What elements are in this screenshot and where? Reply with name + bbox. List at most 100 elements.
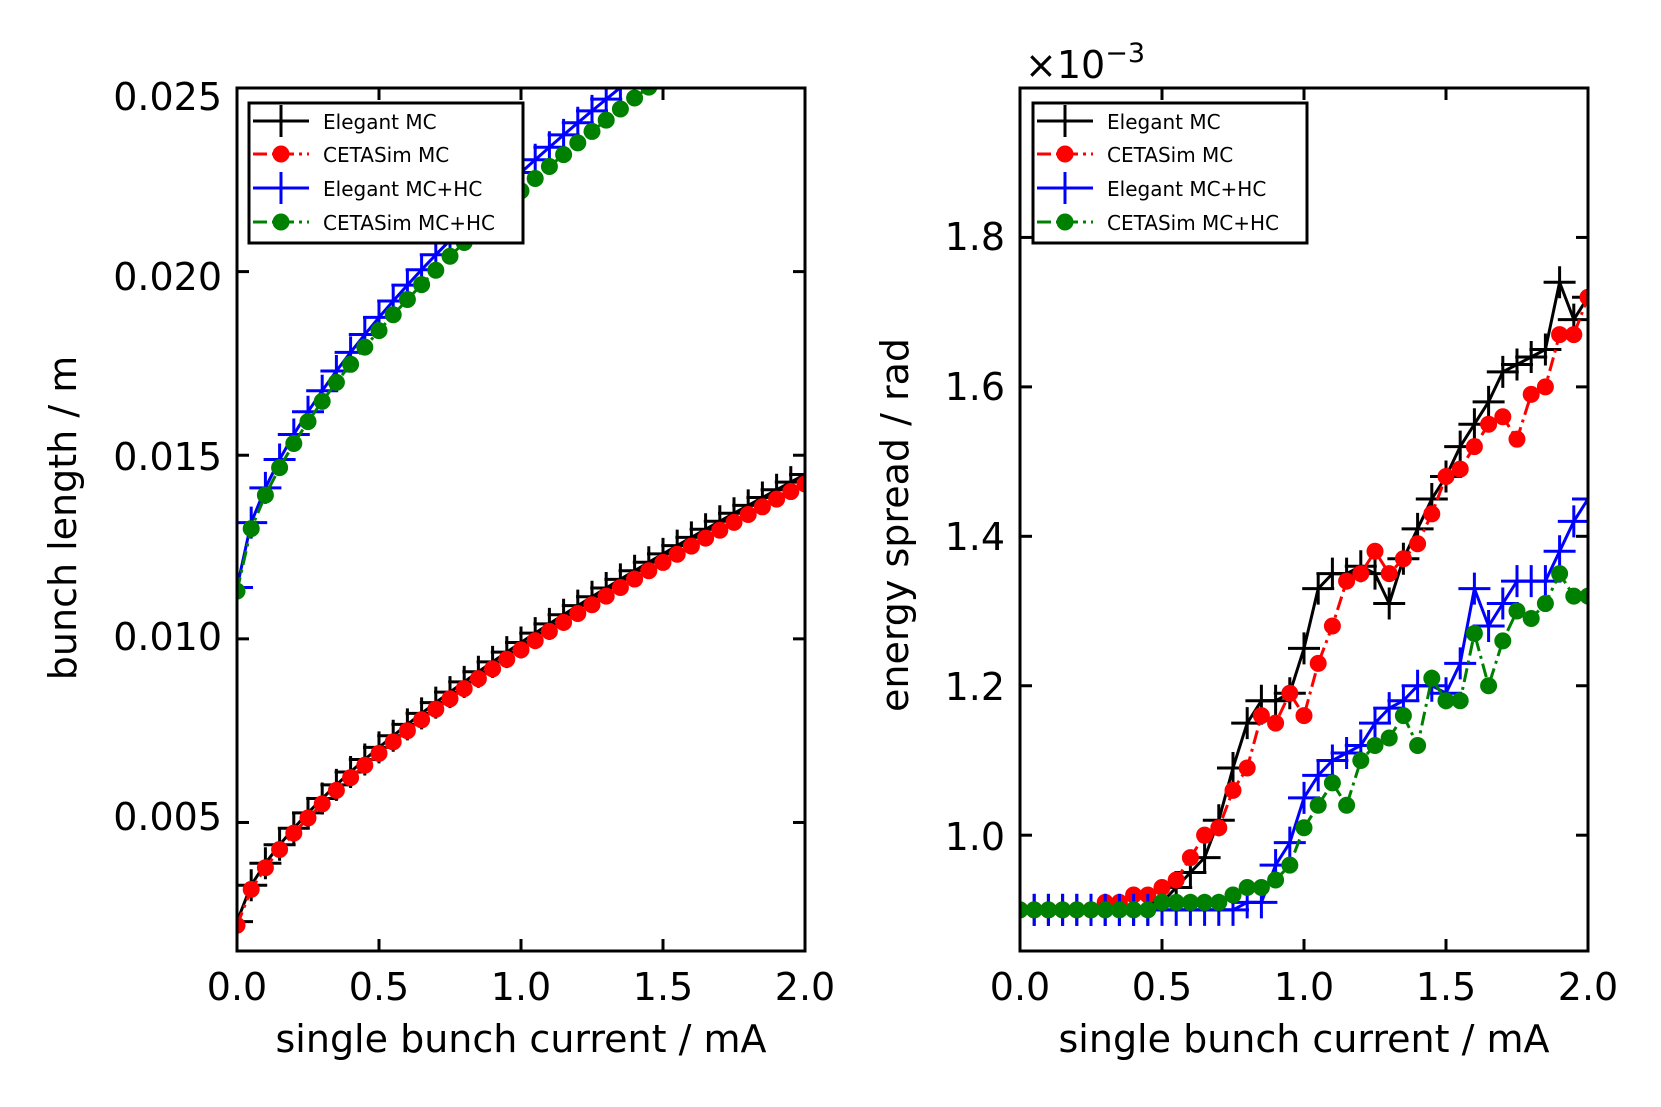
- left-chart-point-s1-0: [237, 916, 246, 934]
- left-chart-point-s2-30: [647, 38, 679, 70]
- right-chart-point-s2-25: [1359, 707, 1391, 740]
- right-chart-point-s3-31: [1451, 692, 1469, 710]
- left-chart-point-s3-28: [626, 89, 644, 107]
- left-chart-legend-keys: [253, 105, 309, 231]
- left-chart-x-tick-label-1: 0.5: [349, 965, 409, 1009]
- right-chart-point-s1-17: [1252, 707, 1270, 725]
- left-chart-point-s3-15: [441, 247, 459, 265]
- right-chart-point-s3-30: [1437, 692, 1455, 710]
- left-chart-point-s1-30: [654, 553, 672, 571]
- left-chart-point-s2-34: [704, 0, 736, 27]
- left-chart-point-s1-27: [611, 579, 629, 597]
- right-chart-point-s1-32: [1465, 438, 1483, 456]
- left-chart-point-s2-31: [661, 27, 693, 59]
- right-chart-point-s3-8: [1125, 901, 1143, 919]
- left-chart-point-s3-14: [427, 261, 445, 279]
- right-chart-ticks: [1018, 88, 1590, 951]
- right-chart-point-s3-7: [1110, 901, 1128, 919]
- right-chart-point-s3-27: [1394, 707, 1412, 725]
- right-chart-point-s3-4: [1068, 901, 1086, 919]
- left-chart-y-tick-label-2: 0.015: [113, 435, 222, 479]
- right-chart-point-s1-14: [1210, 819, 1228, 837]
- left-chart-point-s3-24: [569, 134, 587, 152]
- left-chart-point-s3-29: [640, 88, 658, 96]
- right-chart-series-line-3: [1020, 570, 1588, 912]
- right-chart-point-s0-34: [1486, 355, 1519, 388]
- right-chart-point-s1-12: [1181, 849, 1199, 867]
- right-chart-point-s3-5: [1082, 901, 1100, 919]
- right-chart-series-line-2: [1020, 498, 1588, 912]
- left-chart-point-s1-1: [242, 880, 260, 898]
- right-chart-point-s1-38: [1551, 326, 1569, 344]
- right-chart-point-s1-25: [1366, 542, 1384, 560]
- right-chart-point-s2-40: [1572, 482, 1588, 515]
- left-chart-point-s1-33: [697, 529, 715, 547]
- right-chart-point-s3-17: [1252, 878, 1270, 896]
- left-chart-point-s1-7: [327, 781, 345, 799]
- left-chart-point-s1-13: [413, 711, 431, 729]
- left-chart-series-clip: [237, 0, 805, 938]
- right-chart-point-s3-38: [1551, 565, 1569, 583]
- right-chart-point-s3-20: [1295, 819, 1313, 837]
- left-chart-point-s2-36: [732, 0, 764, 6]
- left-chart-point-s0-0: [237, 905, 253, 938]
- left-chart-series-layer: [237, 0, 805, 938]
- right-chart-point-s3-26: [1380, 729, 1398, 747]
- left-chart-legend-marker-2: [265, 172, 297, 204]
- left-chart-point-s3-26: [597, 111, 615, 129]
- right-chart-point-s3-9: [1139, 901, 1157, 919]
- left-chart-legend-label-1: CETASim MC: [323, 143, 449, 167]
- right-chart-point-s1-35: [1508, 430, 1526, 448]
- left-chart-y-tick-label-3: 0.020: [113, 255, 222, 299]
- right-chart-point-s0-21: [1302, 572, 1335, 605]
- left-chart-point-s3-33: [698, 37, 714, 53]
- left-chart-point-s3-2: [256, 486, 274, 504]
- right-chart-point-s3-12: [1181, 893, 1199, 911]
- left-chart-point-s3-31: [669, 58, 685, 74]
- left-chart-point-s3-12: [398, 290, 416, 308]
- left-chart-point-s1-10: [370, 744, 388, 762]
- right-chart-point-s1-16: [1238, 759, 1256, 777]
- left-chart-point-s3-37: [754, 0, 770, 13]
- left-chart-point-s3-5: [299, 413, 317, 431]
- right-chart-y-axis-label: energy spread / rad: [873, 338, 917, 712]
- right-chart-legend-marker-0: [1049, 105, 1081, 137]
- left-chart-point-s3-3: [271, 459, 289, 477]
- right-chart-point-s1-29: [1423, 505, 1441, 523]
- left-chart-point-s1-14: [427, 700, 445, 718]
- right-chart-point-s0-33: [1472, 385, 1505, 418]
- left-chart-point-s2-27: [604, 88, 637, 104]
- left-chart-y-axis-label: bunch length / m: [41, 356, 85, 680]
- right-chart-point-s1-22: [1323, 617, 1341, 635]
- left-chart-point-s3-0: [237, 582, 246, 600]
- left-chart-point-s3-13: [413, 276, 431, 294]
- left-chart-point-s1-12: [398, 722, 416, 740]
- left-chart-point-s1-16: [455, 680, 473, 698]
- right-chart-point-s3-25: [1366, 737, 1384, 755]
- left-chart-x-tick-label-4: 2.0: [775, 965, 835, 1009]
- left-chart-point-s1-32: [682, 537, 700, 555]
- right-chart-point-s3-39: [1565, 587, 1583, 605]
- left-chart-point-s3-1: [242, 520, 260, 538]
- left-chart-series-markers-2: [237, 0, 764, 604]
- right-chart-series-markers-2: [1020, 482, 1588, 926]
- right-chart-point-s1-28: [1409, 535, 1427, 553]
- left-chart-point-s1-37: [753, 498, 771, 516]
- right-chart-y-tick-label-0: 1.0: [945, 815, 1005, 859]
- left-chart-point-s1-18: [484, 660, 502, 678]
- left-chart-series-line-0: [237, 473, 805, 923]
- right-chart-point-s1-27: [1394, 550, 1412, 568]
- left-chart-point-s1-2: [256, 859, 274, 877]
- left-chart-point-s1-40: [796, 475, 805, 493]
- right-chart-y-exponent-power: −3: [1105, 38, 1145, 69]
- left-chart-x-tick-label-2: 1.0: [491, 965, 551, 1009]
- right-chart-point-s3-34: [1494, 632, 1512, 650]
- right-chart-point-s3-13: [1196, 893, 1214, 911]
- left-chart-legend-label-0: Elegant MC: [323, 110, 437, 134]
- right-chart-point-s1-19: [1281, 684, 1299, 702]
- left-chart-point-s1-39: [782, 483, 800, 501]
- left-chart-point-s1-15: [441, 690, 459, 708]
- right-chart-series-clip: [1020, 266, 1588, 926]
- left-chart-legend-marker-3: [272, 213, 290, 231]
- right-chart-point-s0-20: [1288, 632, 1320, 665]
